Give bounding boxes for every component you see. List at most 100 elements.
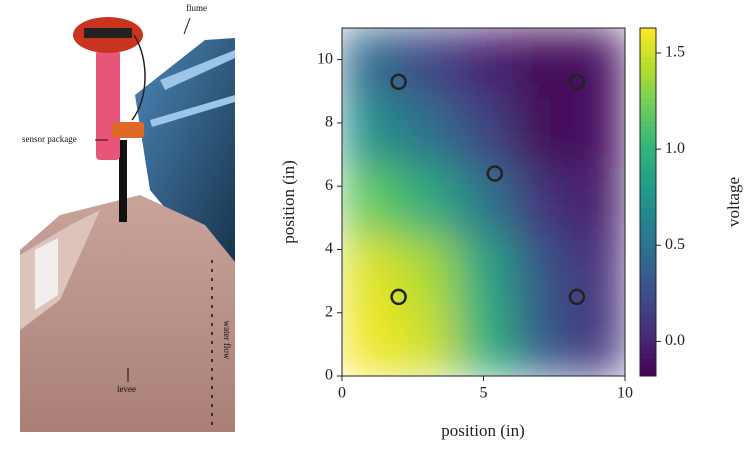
colorbar-segment (640, 150, 656, 156)
colorbar-segment (640, 127, 656, 133)
colorbar-segment (640, 86, 656, 92)
photo-label: water flow (222, 321, 232, 360)
colorbar-segment (640, 173, 656, 179)
colorbar-segment (640, 306, 656, 312)
colorbar-segment (640, 132, 656, 138)
heat-cell (455, 167, 512, 237)
colorbar-segment (640, 40, 656, 46)
colorbar-segment (640, 179, 656, 185)
heat-cell (342, 28, 399, 98)
colorbar-segment (640, 324, 656, 330)
heat-cell (399, 306, 456, 376)
colorbar-segment (640, 312, 656, 318)
y-axis-label: position (in) (279, 160, 298, 244)
colorbar-segment (640, 347, 656, 353)
colorbar-segment (640, 295, 656, 301)
colorbar-tick-label: 0.0 (665, 332, 685, 349)
colorbar-segment (640, 219, 656, 225)
colorbar-segment (640, 121, 656, 127)
heat-cell (568, 237, 625, 307)
colorbar-segment (640, 318, 656, 324)
figure: flume sensor package levee water flow po… (0, 0, 756, 444)
y-tick-label: 2 (325, 303, 333, 320)
colorbar-segment (640, 28, 656, 34)
colorbar-segment (640, 272, 656, 278)
colorbar-segment (640, 231, 656, 237)
colorbar-segment (640, 92, 656, 98)
y-tick-label: 0 (325, 367, 333, 384)
colorbar-tick-label: 1.5 (665, 44, 685, 61)
pole (119, 140, 127, 222)
colorbar-segment (640, 34, 656, 40)
heat-cell (399, 237, 456, 307)
colorbar-segment (640, 225, 656, 231)
colorbar-tick-label: 1.0 (665, 140, 685, 157)
heat-cell (455, 306, 512, 376)
x-axis-label: position (in) (441, 421, 525, 440)
y-tick-label: 4 (325, 240, 333, 257)
colorbar-segment (640, 185, 656, 191)
heat-cell (568, 98, 625, 168)
colorbar-segment (640, 144, 656, 150)
pointer (184, 18, 190, 34)
heat-cell (455, 28, 512, 98)
colorbar-segment (640, 167, 656, 173)
sensor-band (84, 28, 132, 38)
colorbar-segment (640, 283, 656, 289)
colorbar-segment (640, 214, 656, 220)
clamp (112, 122, 144, 138)
heat-cell (512, 28, 569, 98)
colorbar-label: voltage (724, 177, 743, 227)
heat-cell (342, 306, 399, 376)
colorbar-segment (640, 330, 656, 336)
y-tick-label: 6 (325, 177, 333, 194)
colorbar-segment (640, 51, 656, 57)
colorbar-segment (640, 69, 656, 75)
x-tick-label: 10 (617, 385, 633, 402)
x-tick-label: 5 (480, 385, 488, 402)
colorbar-segment (640, 196, 656, 202)
colorbar-segment (640, 277, 656, 283)
heat-cell (399, 28, 456, 98)
sensor-tube (96, 50, 120, 160)
heat-cell (455, 237, 512, 307)
colorbar-segment (640, 190, 656, 196)
heat-cell (342, 167, 399, 237)
colorbar-segment (640, 260, 656, 266)
levee-body (20, 195, 235, 432)
colorbar-segment (640, 138, 656, 144)
colorbar-segment (640, 289, 656, 295)
colorbar-segment (640, 353, 656, 359)
heat-cell (568, 306, 625, 376)
colorbar-segment (640, 63, 656, 69)
y-tick-label: 10 (317, 50, 333, 67)
colorbar-segment (640, 237, 656, 243)
heat-cell (342, 98, 399, 168)
y-tick-label: 8 (325, 114, 333, 131)
colorbar-segment (640, 335, 656, 341)
colorbar-segment (640, 301, 656, 307)
photo-label: sensor package (22, 134, 77, 144)
colorbar-segment (640, 80, 656, 86)
x-tick-label: 0 (338, 385, 346, 402)
colorbar-segment (640, 364, 656, 370)
heat-cell (455, 98, 512, 168)
heat-cell (568, 167, 625, 237)
heat-cell (512, 237, 569, 307)
heat-cell (512, 98, 569, 168)
heat-cell (512, 306, 569, 376)
colorbar-segment (640, 254, 656, 260)
colorbar-segment (640, 109, 656, 115)
colorbar-segment (640, 57, 656, 63)
colorbar-segment (640, 243, 656, 249)
colorbar-segment (640, 248, 656, 254)
colorbar-segment (640, 161, 656, 167)
heat-cell (399, 98, 456, 168)
heat-cell (399, 167, 456, 237)
colorbar-segment (640, 202, 656, 208)
colorbar-segment (640, 98, 656, 104)
photo-label: levee (117, 384, 136, 394)
colorbar-tick-label: 0.5 (665, 236, 685, 253)
photo: flume sensor package levee water flow (20, 3, 235, 432)
colorbar-segment (640, 156, 656, 162)
